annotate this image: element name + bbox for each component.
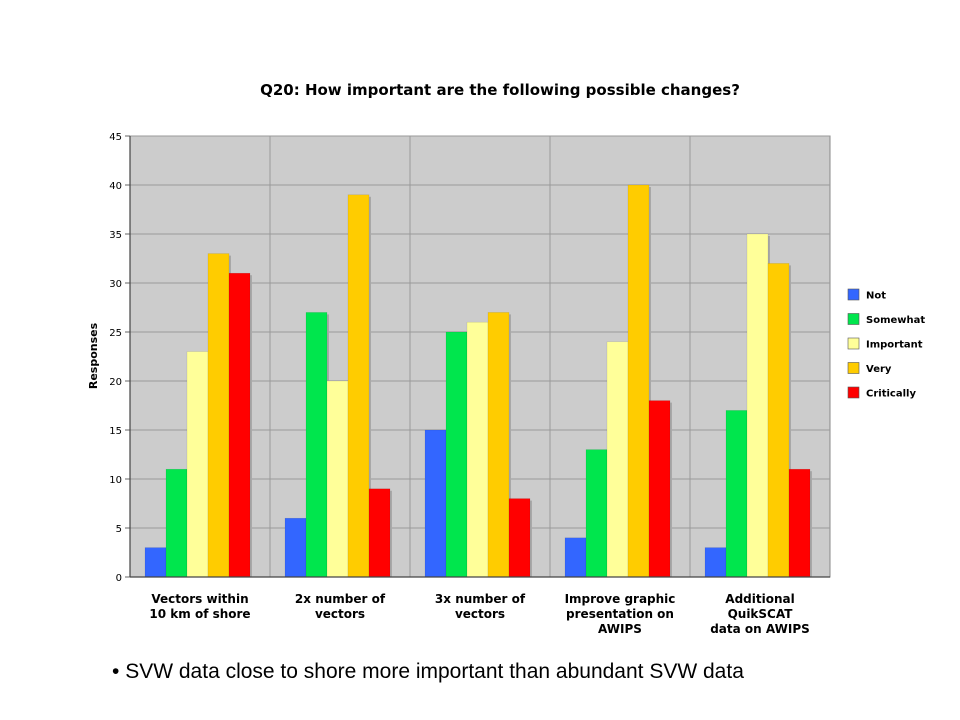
bar-critically-5 [788,468,811,578]
bar-not-3 [424,429,447,578]
legend-label-somewhat: Somewhat [866,315,925,326]
x-tick-label: Additional QuikSCAT data on AWIPS [710,592,810,636]
y-tick-label: 0 [116,573,122,584]
y-tick-label: 15 [109,426,122,437]
bar-critically-2 [368,488,391,578]
legend-swatch-critically [847,386,860,399]
bar-not-2 [284,517,307,578]
bullet-text: SVW data close to shore more important t… [125,660,744,683]
bar-critically-4 [648,400,671,578]
bar-somewhat-2 [305,312,328,578]
bar-very-4 [627,184,650,578]
y-axis-label: Responses [87,322,100,389]
legend-swatch-not [847,288,860,301]
y-tick-label: 5 [116,524,122,535]
x-tick-label-line: vectors [315,607,365,621]
y-tick-label: 35 [109,230,122,241]
x-tick-label: Improve graphic presentation on AWIPS [565,592,676,636]
x-tick-label-line: Additional [725,592,794,606]
x-tick-label-line: 2x number of [295,592,386,606]
bar-somewhat-5 [725,410,748,578]
legend-swatch-very [847,362,860,374]
legend-label-critically: Critically [866,389,916,400]
bullet-glyph: • [112,660,120,683]
bar-not-1 [144,547,167,578]
bar-very-3 [487,312,510,578]
y-tick-label: 20 [109,377,122,388]
legend: Not Somewhat Important Very Critically [847,288,925,400]
x-tick-label-line: AWIPS [598,622,642,636]
x-tick-label-line: Improve graphic [565,592,676,606]
x-tick-label-line: 10 km of shore [149,607,250,621]
y-tick-label: 40 [109,181,122,192]
y-tick-label: 45 [109,132,122,143]
bar-very-5 [767,263,790,578]
x-tick-label: 2x number of vectors [295,592,386,621]
bar-important-3 [466,321,489,578]
x-tick-label-line: Vectors within [151,592,248,606]
x-tick-label: 3x number of vectors [435,592,526,621]
bar-critically-3 [508,498,531,578]
bar-important-5 [746,233,769,578]
bullet-caption: • SVW data close to shore more important… [112,660,744,684]
bar-critically-1 [228,272,251,578]
x-tick-label-line: QuikSCAT [728,607,794,621]
legend-swatch-important [847,337,860,350]
bar-somewhat-4 [585,449,608,578]
bar-not-5 [704,547,727,578]
bar-chart: Q20: How important are the following pos… [87,81,925,636]
x-tick-label-line: vectors [455,607,505,621]
x-tick-label-line: 3x number of [435,592,526,606]
plot-area: 0 5 10 15 20 25 30 35 40 45 Vectors within 10 km of… [109,132,831,636]
chart-title: Q20: How important are the following pos… [260,81,740,99]
y-tick-label: 30 [109,279,122,290]
bar-not-4 [564,537,587,578]
x-tick-label-line: data on AWIPS [710,622,810,636]
bar-somewhat-3 [445,331,468,578]
bar-important-2 [326,380,349,578]
bar-somewhat-1 [165,468,188,578]
y-tick-label: 10 [109,475,122,486]
legend-label-not: Not [866,291,886,302]
bar-very-1 [207,253,230,578]
bar-very-2 [347,194,370,578]
bar-important-4 [606,341,629,578]
y-tick-label: 25 [109,328,122,339]
legend-swatch-somewhat [847,313,860,325]
bar-important-1 [186,351,209,578]
legend-label-important: Important [866,340,923,351]
x-tick-label: Vectors within 10 km of shore [149,592,250,621]
x-tick-label-line: presentation on [566,607,674,621]
legend-label-very: Very [866,364,892,375]
